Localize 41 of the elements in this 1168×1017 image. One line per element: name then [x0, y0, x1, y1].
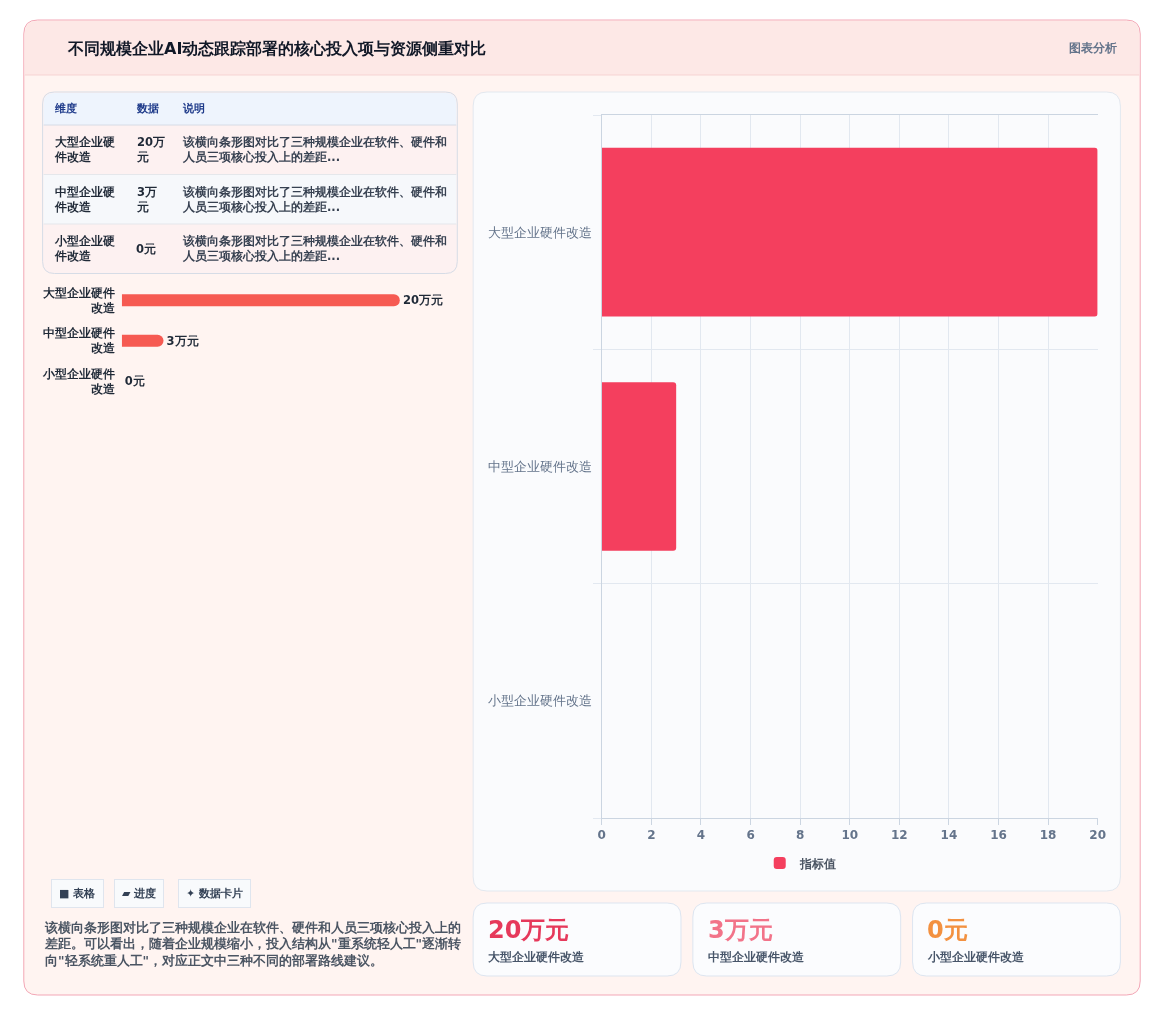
text: 不同规模企业AI动态跟踪部署的核心投入项与资源侧重对比 — [67, 39, 487, 58]
text: 中型企业硬件改造 — [708, 950, 804, 964]
data-label: 3万元 — [166, 333, 199, 348]
text: 该横向条形图对比了三种规模企业在软件、硬件和人员三项核心投入上的差距... — [182, 135, 447, 164]
text: ✦ 数据卡片 — [186, 887, 244, 900]
x-tick-label: 0 — [597, 828, 606, 843]
text: 0元 — [927, 916, 968, 944]
text: 3万元 — [136, 185, 158, 214]
data-label: 0元 — [124, 374, 145, 389]
x-tick-label: 16 — [990, 828, 1007, 843]
x-tick-label: 20 — [1089, 828, 1106, 843]
text: 20万元 — [136, 135, 166, 164]
x-tick-label: 10 — [841, 828, 859, 843]
text: 20万元 — [488, 916, 570, 944]
x-tick-label: 18 — [1039, 828, 1057, 843]
text: 维度 — [54, 102, 77, 115]
text: ■ 表格 — [59, 887, 97, 900]
y-tick-label: 大型企业硬件改造 — [42, 285, 115, 315]
text: ▰ 进度 — [122, 887, 157, 900]
y-tick-label: 中型企业硬件改造 — [488, 458, 593, 474]
x-tick-label: 8 — [795, 828, 805, 843]
text: 数据 — [136, 102, 159, 115]
text: 该横向条形图对比了三种规模企业在软件、硬件和人员三项核心投入上的差距。可以看出，随着企业规模缩小，投入结构从"重系统轻人工"逐渐转向"轻系统重人工"，对应正文中三种不同的部署路线建议。 — [44, 920, 462, 968]
y-tick-label: 中型企业硬件改造 — [42, 326, 115, 356]
text: 0元 — [136, 242, 157, 256]
text: 小型企业硬件改造 — [927, 950, 1024, 964]
data-label: 20万元 — [402, 293, 443, 308]
text: 图表分析 — [1069, 41, 1117, 55]
legend-label: 指标值 — [798, 856, 836, 871]
x-tick-label: 12 — [890, 828, 908, 843]
y-tick-label: 大型企业硬件改造 — [488, 224, 593, 240]
x-tick-label: 2 — [647, 828, 656, 843]
x-tick-label: 4 — [696, 828, 706, 843]
text: 该横向条形图对比了三种规模企业在软件、硬件和人员三项核心投入上的差距... — [182, 234, 447, 263]
x-tick-label: 14 — [940, 828, 958, 843]
text: 3万元 — [708, 916, 773, 944]
x-tick-label: 6 — [746, 828, 755, 843]
y-tick-label: 小型企业硬件改造 — [488, 693, 593, 709]
text: 说明 — [182, 102, 205, 115]
y-tick-label: 小型企业硬件改造 — [41, 366, 115, 396]
text: 该横向条形图对比了三种规模企业在软件、硬件和人员三项核心投入上的差距... — [182, 185, 447, 214]
